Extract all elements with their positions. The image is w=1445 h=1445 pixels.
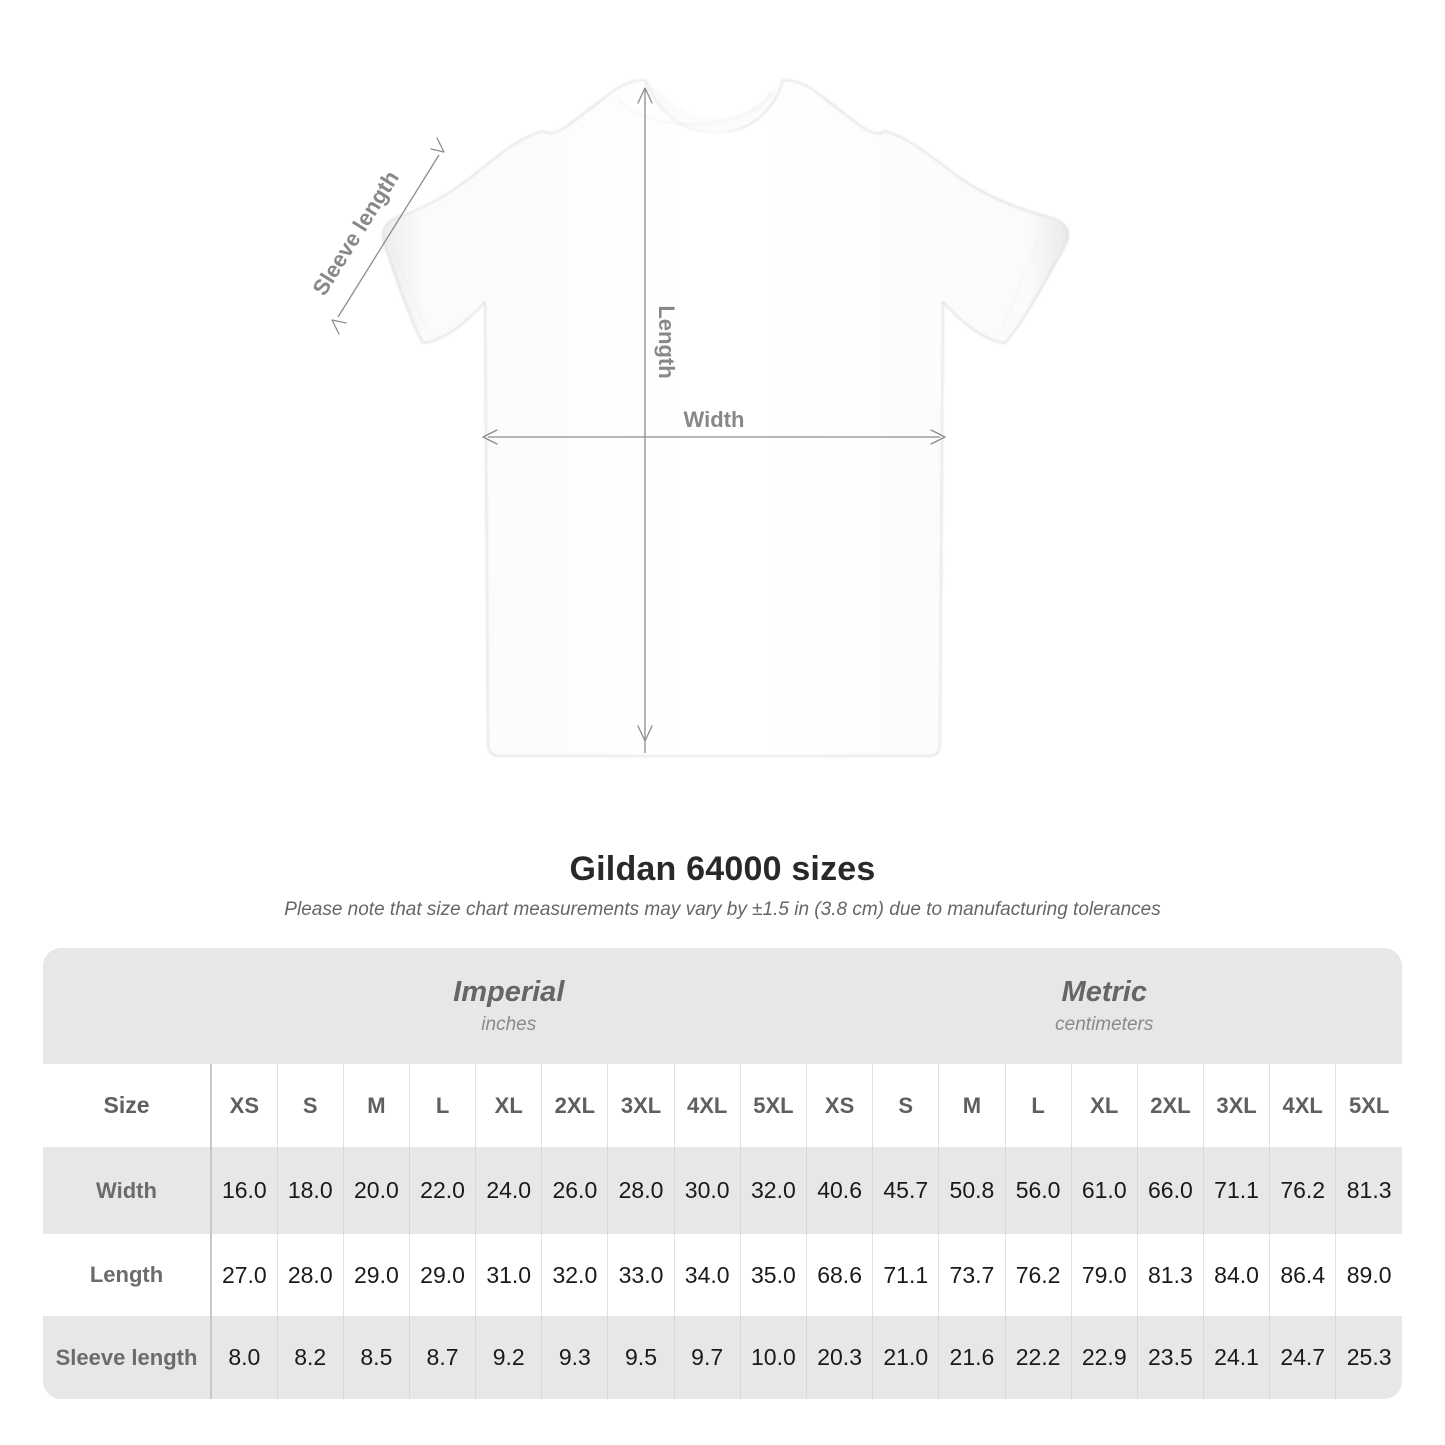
svg-text:Length: Length bbox=[654, 305, 679, 378]
svg-text:Width: Width bbox=[684, 407, 745, 432]
